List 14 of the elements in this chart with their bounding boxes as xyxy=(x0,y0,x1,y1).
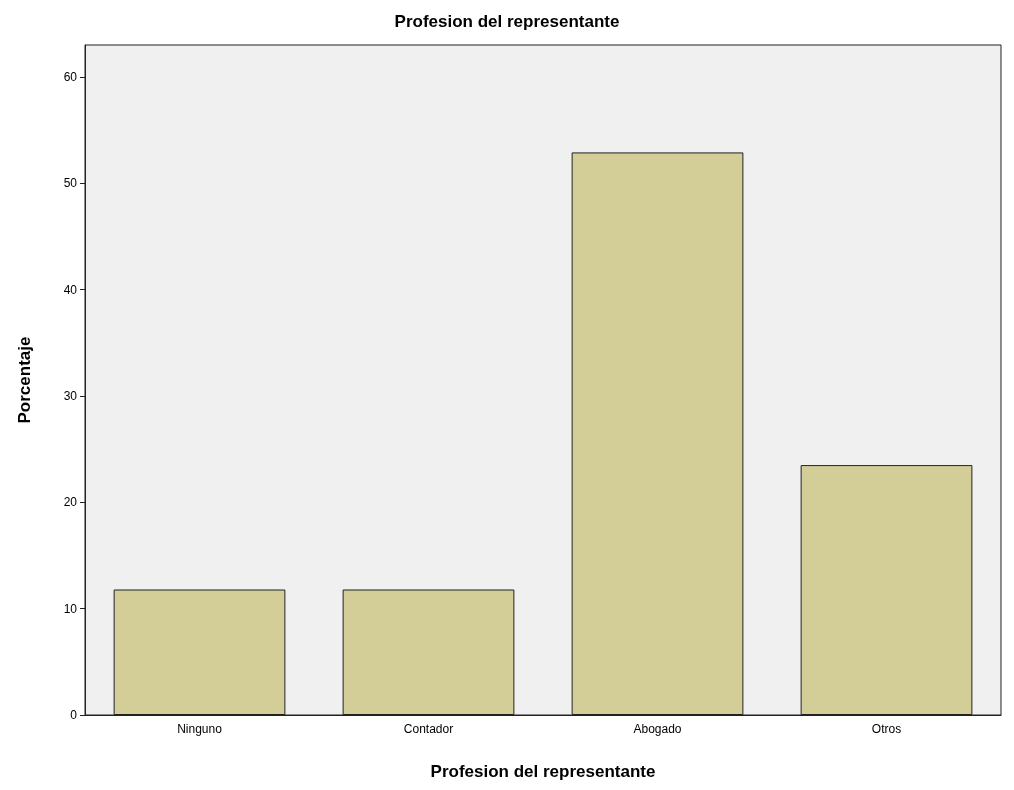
x-axis-title: Profesion del representante xyxy=(430,762,656,781)
chart-title: Profesion del representante xyxy=(394,12,620,31)
y-tick-label: 50 xyxy=(63,176,78,191)
y-axis-title: Porcentaje xyxy=(15,336,34,424)
x-tick-label: Ninguno xyxy=(177,722,223,736)
y-tick-label: 30 xyxy=(63,388,78,403)
x-tick-label: Contador xyxy=(403,722,454,736)
y-tick-label: 60 xyxy=(63,69,78,84)
y-tick-label: 20 xyxy=(63,495,78,510)
y-tick-label: 0 xyxy=(70,708,78,722)
y-tick-label: 40 xyxy=(63,282,78,297)
x-tick-label: Abogado xyxy=(633,722,682,736)
x-tick-label: Otros xyxy=(871,722,902,736)
y-tick-label: 10 xyxy=(63,601,78,616)
